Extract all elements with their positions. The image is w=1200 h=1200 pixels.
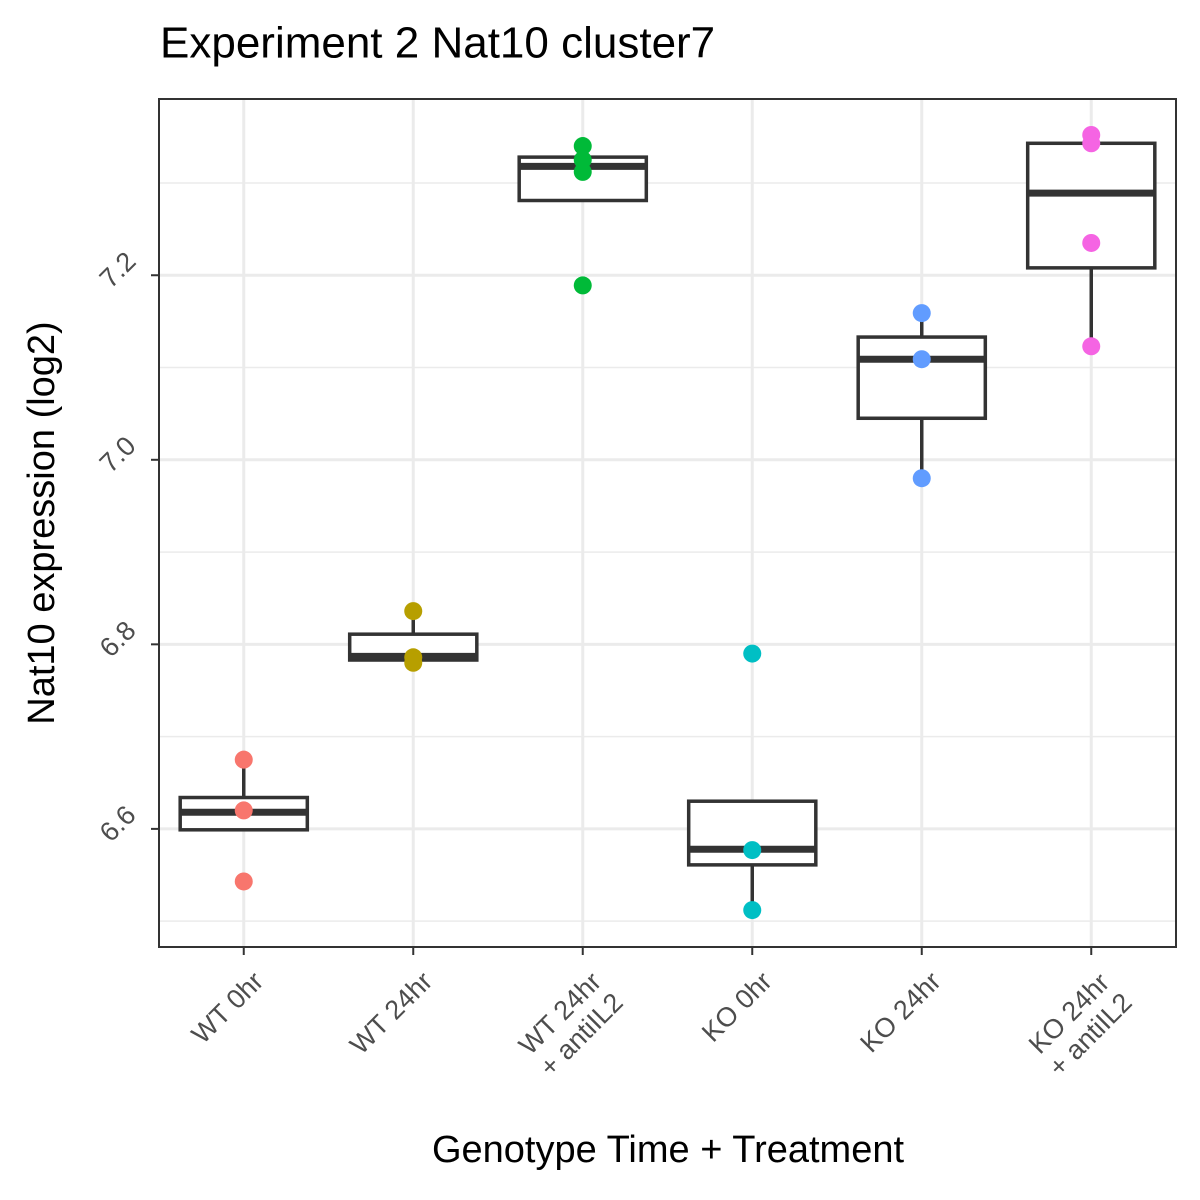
point	[912, 350, 931, 369]
y-tick-label: 7.0	[94, 431, 142, 479]
y-tick-label: 6.8	[94, 615, 142, 663]
y-tick-label: 7.2	[94, 246, 142, 294]
point	[912, 469, 931, 488]
point	[743, 901, 762, 920]
point	[234, 872, 253, 891]
point	[404, 602, 423, 621]
point	[912, 304, 931, 323]
point	[743, 644, 762, 663]
y-tick-label: 6.6	[94, 800, 142, 848]
point	[234, 801, 253, 820]
point	[1082, 337, 1101, 356]
point	[1082, 134, 1101, 153]
y-axis-title: Nat10 expression (log2)	[21, 321, 63, 724]
box	[856, 335, 988, 421]
plot-border	[158, 98, 1177, 948]
point	[573, 276, 592, 295]
point	[234, 750, 253, 769]
point	[1082, 233, 1101, 252]
x-axis-title: Genotype Time + Treatment	[432, 1129, 905, 1171]
point	[743, 841, 762, 860]
point	[573, 162, 592, 181]
chart-title: Experiment 2 Nat10 cluster7	[160, 19, 715, 68]
point	[404, 653, 423, 672]
point	[573, 137, 592, 156]
